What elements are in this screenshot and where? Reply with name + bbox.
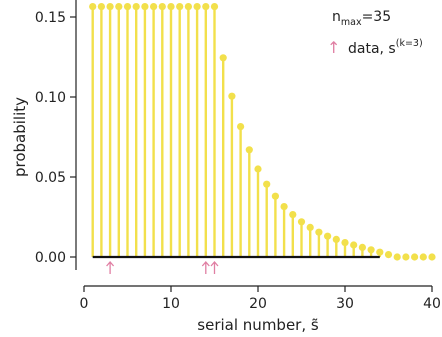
y-ticks: 0.00 0.05 0.10 0.15 <box>35 10 76 266</box>
stem-marker <box>202 3 210 11</box>
x-tick-label: 20 <box>249 296 267 312</box>
x-tick-label: 10 <box>162 296 180 312</box>
stem-marker <box>306 223 314 231</box>
legend-nmax-sub: max <box>341 17 362 28</box>
stem-marker <box>350 241 358 249</box>
stem-marker <box>228 92 236 100</box>
stem-marker <box>297 218 306 226</box>
stem-marker <box>263 180 271 188</box>
stem-marker <box>123 3 132 11</box>
y-axis-label: probability <box>11 97 29 177</box>
legend-nmax-base: n <box>332 9 341 25</box>
stem-marker <box>393 253 401 261</box>
stem-marker <box>184 3 192 11</box>
stem-marker <box>245 146 253 154</box>
x-tick-label: 40 <box>423 296 441 312</box>
stem-marker <box>132 3 140 11</box>
stem-marker <box>419 253 427 261</box>
stem-marker <box>176 3 184 11</box>
stem-marker <box>150 3 158 11</box>
y-tick-label: 0.15 <box>35 10 66 26</box>
stem-marker <box>280 203 288 211</box>
stem-marker <box>141 3 149 11</box>
stem-marker <box>106 3 114 11</box>
stem-marker <box>367 246 375 254</box>
legend: nmax=35 ↑ data, s(k=3) <box>327 9 423 57</box>
legend-data: data, s(k=3) <box>348 38 423 57</box>
stem-marker <box>341 239 349 247</box>
stem-marker <box>428 253 436 261</box>
stem-marker <box>237 123 245 131</box>
plot-area <box>89 3 436 274</box>
stem-marker <box>289 211 297 219</box>
data-point-arrow <box>201 261 210 274</box>
stem-marker <box>193 3 201 11</box>
y-tick-label: 0.00 <box>35 250 66 266</box>
y-tick-label: 0.05 <box>35 170 66 186</box>
legend-nmax: nmax=35 <box>332 9 391 28</box>
stem-marker <box>97 3 105 11</box>
x-ticks: 0 10 20 30 40 <box>80 286 441 312</box>
x-axis-label: serial number, s̃ <box>197 316 319 334</box>
legend-nmax-value: =35 <box>362 9 392 25</box>
legend-arrow-icon: ↑ <box>327 38 340 57</box>
stem-marker <box>376 248 384 256</box>
legend-data-sup: (k=3) <box>396 38 423 49</box>
stem-marker <box>219 54 227 62</box>
stem-marker <box>210 3 219 11</box>
x-tick-label: 0 <box>80 296 89 312</box>
stem-marker <box>89 3 97 11</box>
stem-marker <box>254 165 262 173</box>
y-tick-label: 0.10 <box>35 90 66 106</box>
stem-marker <box>315 228 323 236</box>
data-point-arrow <box>210 261 219 274</box>
stem-marker <box>115 3 123 11</box>
stem-marker <box>384 251 393 259</box>
legend-data-text: data, s <box>348 41 396 57</box>
stem-marker <box>358 243 366 251</box>
stem-marker <box>411 253 419 261</box>
stem-marker <box>271 192 279 200</box>
stem-marker <box>332 235 340 243</box>
x-tick-label: 30 <box>336 296 354 312</box>
stem-marker <box>158 3 166 11</box>
stem-marker <box>324 232 332 240</box>
data-point-arrow <box>106 261 115 274</box>
stem-marker <box>167 3 175 11</box>
stem-marker <box>402 253 410 261</box>
